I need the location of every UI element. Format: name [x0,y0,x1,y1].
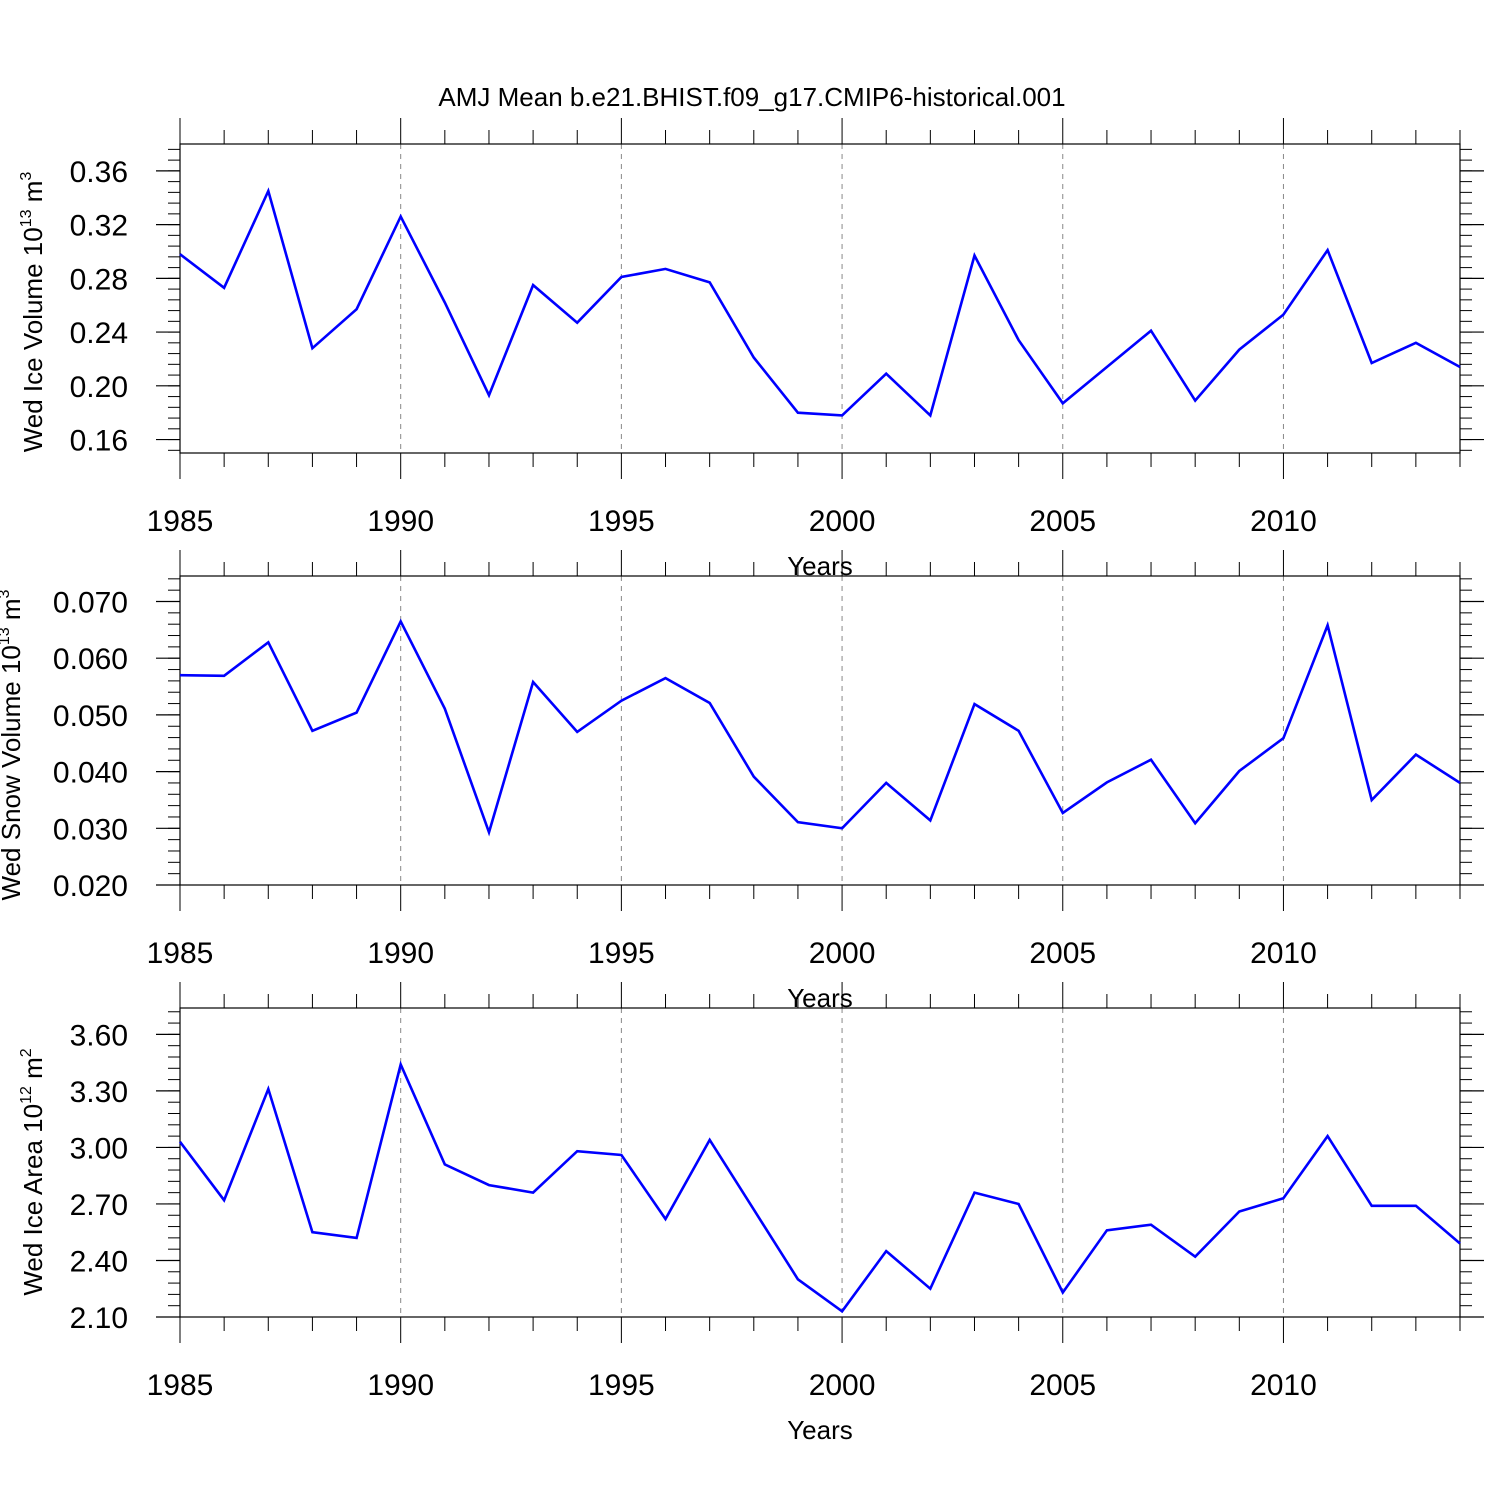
y-axis-title-exponent: 13 [0,627,13,645]
y-tick-label: 0.040 [53,757,128,790]
y-axis-title-unit-exponent: 3 [18,172,35,181]
chart-title: AMJ Mean b.e21.BHIST.f09_g17.CMIP6-histo… [438,82,1065,112]
y-tick-label: 0.070 [53,587,128,620]
y-tick-label: 0.24 [70,317,128,350]
y-tick-label: 2.40 [70,1245,128,1278]
y-axis-title-main: Wed Snow Volume 10 [0,645,26,900]
y-tick-label: 3.60 [70,1019,128,1052]
plot-frame [179,1007,1461,1318]
x-tick-label: 2010 [1250,1369,1317,1402]
x-tick-label: 2005 [1029,1369,1096,1402]
x-tick-label: 2000 [809,505,876,538]
y-tick-label: 0.030 [53,813,128,846]
panel-3: 2.10 2.40 2.70 3.00 3.30 3.60 1985 1990 1995 2000… [18,982,1484,1445]
y-tick-label: 0.020 [53,870,128,903]
series-line [179,187,1461,418]
y-axis-title-exponent: 13 [18,209,35,227]
x-tick-label: 1990 [367,505,434,538]
x-tick-label: 2005 [1029,505,1096,538]
x-axis-title: Years [787,1415,853,1445]
y-tick-label: 0.20 [70,371,128,404]
panel-1: 0.16 0.20 0.24 0.28 0.32 0.36 1985 1990 1995 2000… [18,118,1484,581]
x-tick-label: 1985 [147,1369,214,1402]
plot-frame [179,143,1461,454]
y-axis-title: Wed Ice Volume 1013 m3 [18,172,48,453]
y-tick-label: 0.28 [70,263,128,296]
x-tick-label: 2010 [1250,937,1317,970]
x-tick-label: 1985 [147,505,214,538]
y-axis-title-unit: m [18,181,48,210]
x-tick-label: 2005 [1029,937,1096,970]
y-axis-title: Wed Ice Area 1012 m2 [18,1048,48,1295]
y-tick-label: 3.00 [70,1132,128,1165]
y-axis-title-exponent: 12 [18,1086,35,1104]
y-axis-title-unit: m [18,1057,48,1086]
y-tick-label: 0.060 [53,643,128,676]
x-tick-label: 2000 [809,937,876,970]
x-tick-label: 1995 [588,505,655,538]
y-axis-title-main: Wed Ice Area 10 [18,1104,48,1296]
y-axis-title-unit: m [0,598,26,627]
x-tick-label: 2000 [809,1369,876,1402]
x-tick-label: 1995 [588,937,655,970]
x-tick-label: 1985 [147,937,214,970]
y-tick-label: 0.32 [70,210,128,243]
y-tick-label: 0.16 [70,425,128,458]
y-tick-label: 2.10 [70,1302,128,1335]
x-tick-label: 2010 [1250,505,1317,538]
panel-2: 0.020 0.030 0.040 0.050 0.060 0.070 1985 1990 19… [0,550,1484,1013]
y-tick-label: 0.36 [70,156,128,189]
series-line [178,1060,1461,1314]
y-axis-title-main: Wed Ice Volume 10 [18,227,48,452]
y-tick-label: 0.050 [53,700,128,733]
y-axis-title-unit-exponent: 2 [18,1048,35,1057]
x-tick-label: 1995 [588,1369,655,1402]
y-axis-title: Wed Snow Volume 1013 m3 [0,589,26,900]
y-axis-title-unit-exponent: 3 [0,589,13,598]
plot-frame [179,575,1461,886]
x-tick-label: 1990 [367,937,434,970]
series-line [179,618,1461,837]
y-tick-label: 2.70 [70,1189,128,1222]
panels-layer: 0.16 0.20 0.24 0.28 0.32 0.36 1985 1990 1995 2000… [0,118,1484,1445]
x-tick-label: 1990 [367,1369,434,1402]
y-tick-label: 3.30 [70,1076,128,1109]
